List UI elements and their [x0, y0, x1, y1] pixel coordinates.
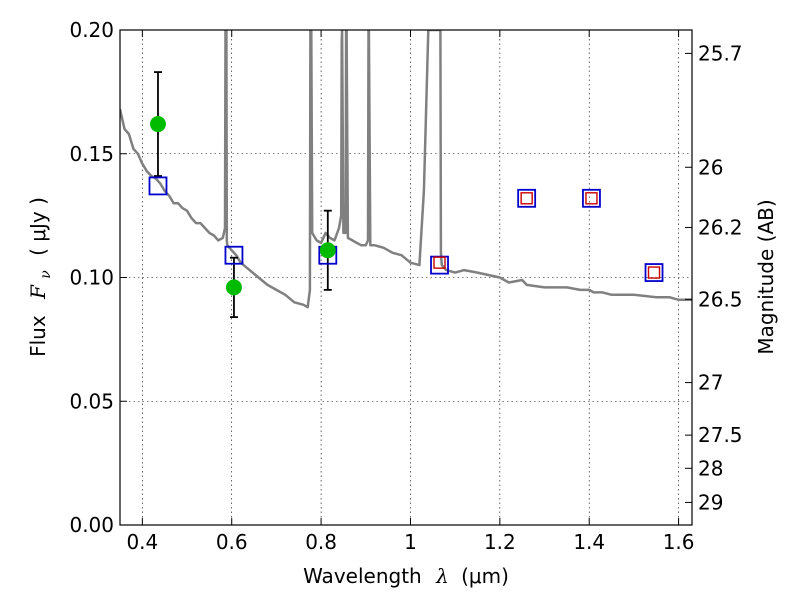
axis-ticks: 0.4 0.6 0.8 1 1.2 1.4 1.6 0.00 0.05 0.10 0.15 0.20 2… [69, 18, 742, 554]
x-tick-label: 1.6 [663, 530, 695, 554]
upper-limit-point [585, 192, 598, 205]
y-axis-label-unit: ( μJy ) [26, 197, 50, 256]
magnitude-tick-label: 25.7 [698, 41, 743, 65]
y-tick-label: 0.20 [69, 18, 114, 42]
x-tick-label: 0.8 [305, 530, 337, 554]
x-tick-label: 0.6 [216, 530, 248, 554]
magnitude-tick-label: 27 [698, 371, 723, 395]
y-axis-label: Flux F ν ( μJy ) [26, 197, 55, 357]
x-tick-label: 1.4 [573, 530, 605, 554]
y-tick-label: 0.00 [69, 513, 114, 537]
magnitude-tick-label: 28 [698, 456, 723, 480]
x-axis-label-unit: (μm) [461, 564, 509, 588]
x-tick-label: 1 [404, 530, 417, 554]
model-photometry-point [582, 188, 601, 208]
upper-limit-point [520, 192, 533, 205]
observed-data-point [319, 242, 336, 259]
model-spectrum-line [120, 30, 692, 309]
y-tick-label: 0.10 [69, 266, 114, 290]
x-axis-label-text: Wavelength [303, 564, 422, 588]
observed-data-point [149, 116, 166, 133]
model-photometry-point [148, 176, 168, 196]
upper-limit-point [647, 266, 661, 279]
x-axis-label-symbol: λ [435, 564, 449, 588]
x-tick-label: 0.4 [126, 530, 158, 554]
magnitude-tick-label: 27.5 [698, 423, 743, 447]
grid-lines [120, 30, 692, 525]
model-photometry-point [224, 245, 244, 265]
model-photometry-point [644, 263, 664, 282]
y-tick-label: 0.15 [69, 142, 114, 166]
observed-data-point [225, 279, 242, 296]
y-tick-label: 0.05 [69, 389, 114, 413]
magnitude-tick-label: 26 [698, 155, 723, 179]
magnitude-tick-label: 26.5 [698, 287, 743, 311]
y-axis-label-text: Flux [26, 315, 50, 357]
y-axis-label-subscript: ν [38, 270, 54, 279]
x-axis-label: Wavelength λ (μm) [303, 564, 509, 588]
magnitude-axis-label: Magnitude (AB) [754, 199, 778, 354]
model-photometry-point [517, 188, 537, 208]
y-axis-label-symbol: F [26, 284, 50, 300]
x-tick-label: 1.2 [484, 530, 516, 554]
magnitude-tick-label: 26.2 [698, 215, 743, 239]
upper-limit-point [433, 256, 446, 269]
plot-area [120, 30, 692, 319]
magnitude-tick-label: 29 [698, 490, 723, 514]
